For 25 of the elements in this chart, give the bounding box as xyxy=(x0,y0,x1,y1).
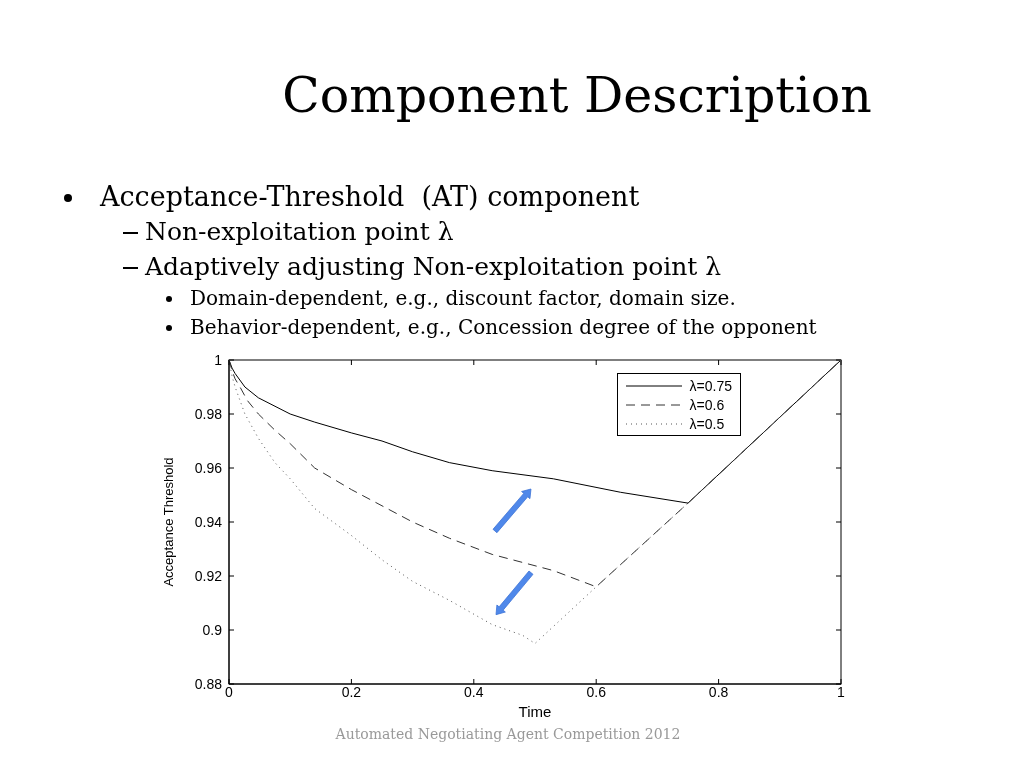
x-tick-label: 0 xyxy=(225,683,234,700)
y-tick-label: 0.96 xyxy=(194,459,223,476)
x-tick-label: 0.6 xyxy=(586,683,607,700)
legend-label: λ=0.5 xyxy=(689,415,725,432)
text: Acceptance-Threshold (AT) component xyxy=(100,181,640,213)
chart-title: Component Description xyxy=(282,67,872,125)
x-axis-title: Time xyxy=(518,703,552,720)
x-tick-label: 0.2 xyxy=(341,683,362,700)
y-tick-label: 0.88 xyxy=(194,675,223,692)
y-tick-label: 0.9 xyxy=(202,621,223,638)
x-tick-label: 1 xyxy=(837,683,846,700)
y-tick-label: 0.92 xyxy=(194,567,223,584)
legend-label: λ=0.75 xyxy=(689,377,732,394)
y-tick-label: 0.94 xyxy=(194,513,223,530)
text: Behavior-dependent, e.g., Concession degree of the opponent xyxy=(190,315,817,340)
text: Non-exploitation point λ xyxy=(145,217,454,247)
text: Automated Negotiating Agent Competition 2012 xyxy=(335,725,681,744)
legend-label: λ=0.6 xyxy=(689,396,725,413)
x-tick-label: 0.8 xyxy=(708,683,729,700)
y-tick-label: 1 xyxy=(214,351,223,368)
text: Adaptively adjusting Non-exploitation point λ xyxy=(145,252,722,282)
text: Domain-dependent, e.g., discount factor, domain size. xyxy=(190,286,736,311)
y-tick-label: 0.98 xyxy=(194,405,223,422)
x-tick-label: 0.4 xyxy=(464,683,484,700)
y-axis-title: Acceptance Threshold xyxy=(160,457,176,587)
